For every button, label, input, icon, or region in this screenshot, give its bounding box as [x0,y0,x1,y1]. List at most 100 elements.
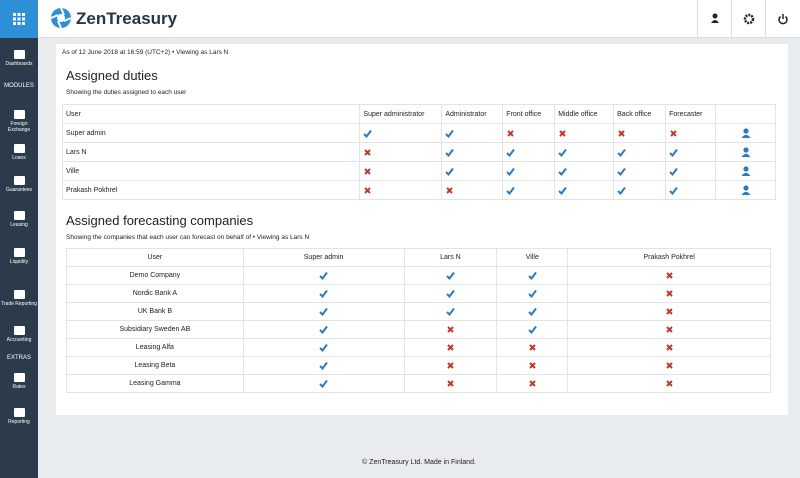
check-icon [445,148,455,157]
user-button[interactable] [697,0,731,38]
sidebar: Dashboards MODULES Foreign Exchange Loans Gu… [0,38,38,478]
table-row: Leasing Beta [66,356,771,375]
action-cell [715,123,776,143]
company-cell: Leasing Gamma [66,374,244,393]
user-profile-icon[interactable] [741,147,751,157]
duty-cell [665,161,717,181]
access-cell [242,374,405,393]
company-cell: Subsidiary Sweden AB [66,320,244,339]
access-cell [403,356,498,375]
user-profile-icon[interactable] [741,128,751,138]
sidebar-item[interactable]: Loans [0,144,38,161]
access-cell [567,266,771,285]
duty-cell [554,142,615,162]
check-icon [446,289,455,299]
sidebar-icon [13,290,25,299]
column-header: Administrator [441,104,504,124]
cross-icon [447,344,454,351]
check-icon [528,307,537,317]
check-icon [558,148,568,157]
cross-icon [446,186,454,194]
user-cell: Prakash Pokhrel [61,180,361,200]
status-line: As of 12 June 2018 at 16:59 (UTC+2) • Vi… [62,49,229,56]
duty-cell [502,161,556,181]
header-row: User Super administrator Administrator Fron… [61,104,776,124]
sidebar-item[interactable]: Guarantees [0,176,38,193]
sidebar-item[interactable]: Foreign Exchange [0,110,38,133]
check-icon [669,167,678,176]
brand: ZenTreasury [76,9,178,28]
sidebar-item[interactable]: Reporting [0,408,38,425]
duty-cell [359,161,443,181]
check-icon [669,148,678,157]
access-cell [403,338,498,357]
duty-cell [554,161,615,181]
access-cell [496,266,569,285]
company-cell: Leasing Alfa [66,338,244,357]
sidebar-section: MODULES [4,83,34,89]
sidebar-item[interactable]: Rates [0,373,38,390]
check-icon [445,167,455,176]
table-row: UK Bank B [66,302,771,321]
check-icon [363,129,373,138]
cross-icon [364,148,372,156]
section-subtitle: Showing the companies that each user can… [66,234,310,241]
table-row: Leasing Gamma [66,374,771,393]
cross-icon [665,290,673,297]
action-cell [715,161,776,181]
access-cell [496,374,569,393]
access-cell [242,266,405,285]
sidebar-label: Guarantees [5,187,33,193]
check-icon [528,325,537,335]
check-icon [506,148,516,157]
sidebar-item[interactable]: Liquidity [0,248,38,265]
access-cell [242,356,405,375]
sidebar-section: EXTRAS [6,355,31,361]
power-icon [778,14,788,25]
cross-icon [618,129,625,137]
user-profile-icon[interactable] [741,185,751,195]
column-header [715,104,776,124]
check-icon [617,186,626,195]
duty-cell [502,123,556,143]
table-row: Ville [61,161,776,181]
user-profile-icon[interactable] [741,166,751,176]
settings-button[interactable] [731,0,765,38]
duty-cell [554,123,615,143]
apps-button[interactable] [0,0,38,38]
check-icon [528,289,537,299]
duty-cell [613,142,667,162]
check-icon [319,289,328,299]
access-cell [496,320,569,339]
check-icon [617,148,626,157]
sidebar-icon [13,110,25,119]
column-header: Back office [613,104,667,124]
access-cell [242,320,405,339]
table-row: Lars N [61,142,776,162]
user-cell: Lars N [61,142,361,162]
user-icon [711,13,719,23]
forecasting-table: User Super admin Lars N Ville Prakash Pokhre… [66,248,771,393]
table-row: Leasing Alfa [66,338,771,357]
column-header: User [66,248,244,267]
column-header: Super administrator [359,104,443,124]
logo [50,7,72,29]
sidebar-icon [13,408,25,417]
sidebar-label: Foreign Exchange [7,121,31,133]
duty-cell [359,142,443,162]
column-header: Middle office [554,104,615,124]
duty-cell [441,180,504,200]
company-cell: UK Bank B [66,302,244,321]
power-button[interactable] [765,0,799,38]
cross-icon [447,380,454,387]
section-title: Assigned forecasting companies [66,213,254,228]
access-cell [567,356,771,375]
sidebar-item[interactable]: Dashboards [0,50,38,67]
sidebar-label: Dashboards [5,61,33,67]
sidebar-item[interactable]: Trade Reporting [0,290,38,307]
table-row: Super admin [61,123,776,143]
footer: © ZenTreasury Ltd. Made in Finland. [362,459,476,466]
sidebar-item[interactable]: Leasing [0,211,38,228]
sidebar-item[interactable]: Accounting [0,326,38,343]
duty-cell [359,180,443,200]
